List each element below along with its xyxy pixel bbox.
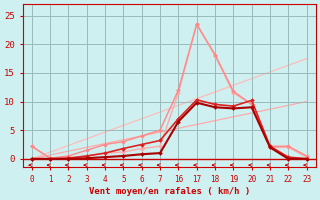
- X-axis label: Vent moyen/en rafales ( km/h ): Vent moyen/en rafales ( km/h ): [89, 187, 250, 196]
